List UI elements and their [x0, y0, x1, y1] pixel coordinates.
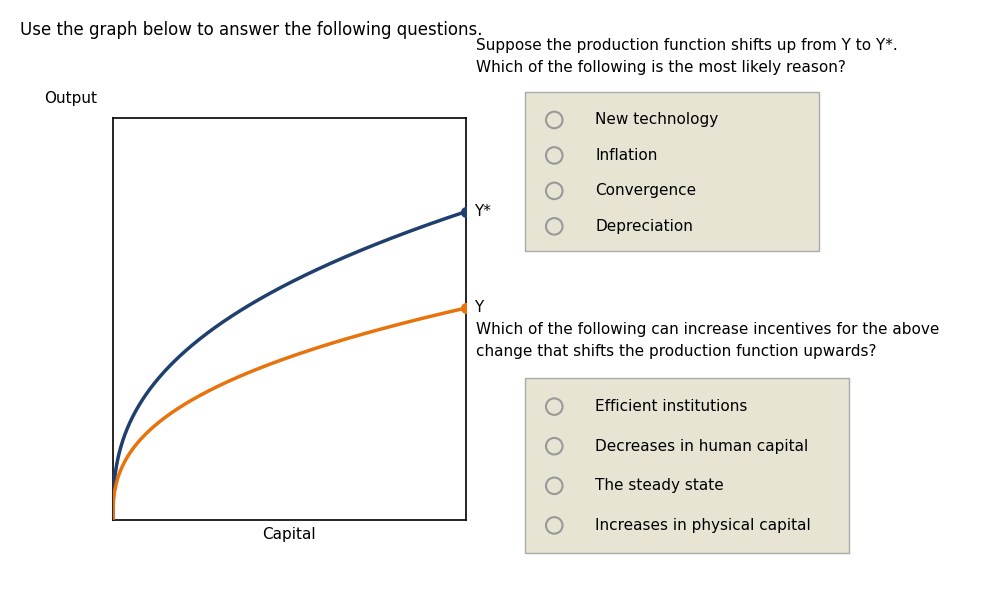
Text: Inflation: Inflation: [595, 148, 658, 163]
Text: Decreases in human capital: Decreases in human capital: [595, 439, 808, 454]
Text: Y*: Y*: [474, 204, 490, 219]
Text: Suppose the production function shifts up from Y to Y*.
Which of the following i: Suppose the production function shifts u…: [476, 38, 898, 75]
Text: Depreciation: Depreciation: [595, 219, 694, 234]
Text: Y: Y: [474, 300, 483, 316]
Text: Convergence: Convergence: [595, 183, 697, 199]
Text: Use the graph below to answer the following questions.: Use the graph below to answer the follow…: [20, 21, 482, 38]
Text: The steady state: The steady state: [595, 478, 724, 493]
Text: Increases in physical capital: Increases in physical capital: [595, 518, 811, 533]
Text: New technology: New technology: [595, 112, 719, 128]
X-axis label: Capital: Capital: [263, 527, 316, 542]
Text: Which of the following can increase incentives for the above
change that shifts : Which of the following can increase ince…: [476, 322, 939, 359]
Text: Efficient institutions: Efficient institutions: [595, 399, 748, 414]
Text: Output: Output: [44, 92, 97, 106]
